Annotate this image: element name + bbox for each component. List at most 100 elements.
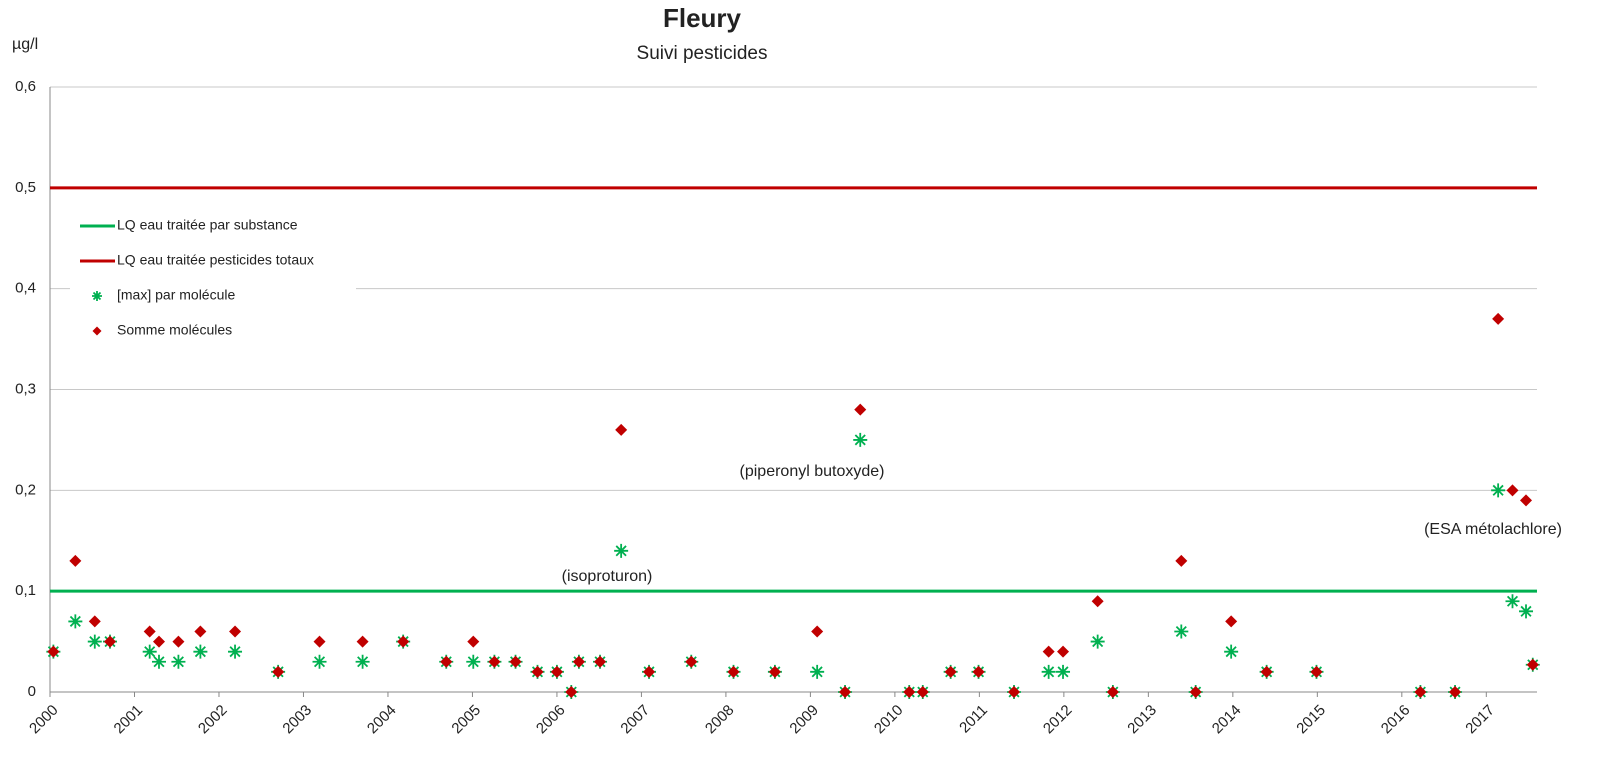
chart-subtitle: Suivi pesticides bbox=[637, 43, 768, 64]
point bbox=[68, 614, 83, 629]
point bbox=[1414, 686, 1427, 698]
y-tick-label: 0,1 bbox=[15, 582, 36, 599]
point bbox=[142, 644, 157, 659]
point bbox=[727, 665, 740, 678]
x-tick-label: 2016 bbox=[1378, 702, 1414, 738]
y-tick-label: 0,2 bbox=[15, 481, 36, 498]
point bbox=[356, 635, 369, 648]
x-tick-label: 2012 bbox=[1040, 702, 1076, 738]
x-tick-label: 2001 bbox=[111, 702, 147, 738]
legend-marker bbox=[92, 326, 102, 336]
point bbox=[1520, 494, 1533, 507]
x-tick-label: 2003 bbox=[279, 702, 315, 738]
y-tick-label: 0,5 bbox=[15, 179, 36, 196]
point bbox=[614, 543, 629, 558]
legend-label: [max] par molécule bbox=[117, 287, 235, 303]
point bbox=[88, 615, 101, 628]
point bbox=[903, 686, 916, 698]
point bbox=[509, 655, 522, 668]
x-tick-label: 2013 bbox=[1124, 702, 1160, 738]
point bbox=[1174, 624, 1189, 639]
point bbox=[1491, 483, 1506, 498]
point bbox=[1175, 554, 1188, 567]
point bbox=[194, 625, 207, 638]
x-tick-label: 2014 bbox=[1209, 702, 1245, 738]
point bbox=[972, 665, 985, 678]
y-tick-label: 0,4 bbox=[15, 280, 36, 297]
x-tick-label: 2015 bbox=[1293, 702, 1329, 738]
point bbox=[1526, 658, 1539, 671]
point bbox=[466, 654, 481, 669]
legend-item bbox=[92, 326, 102, 336]
point bbox=[550, 665, 563, 678]
point bbox=[229, 625, 242, 638]
point bbox=[853, 432, 868, 447]
point bbox=[47, 645, 60, 658]
point bbox=[1225, 615, 1238, 628]
y-tick-label: 0,3 bbox=[15, 380, 36, 397]
point bbox=[1260, 665, 1273, 678]
point bbox=[685, 655, 698, 668]
point bbox=[1449, 686, 1462, 698]
point bbox=[143, 625, 156, 638]
point bbox=[172, 635, 185, 648]
point bbox=[1008, 686, 1021, 698]
point bbox=[1519, 604, 1534, 619]
point bbox=[1506, 484, 1519, 497]
point bbox=[1310, 665, 1323, 678]
point bbox=[1041, 664, 1056, 679]
point bbox=[488, 655, 501, 668]
point bbox=[103, 635, 116, 648]
point bbox=[1090, 634, 1105, 649]
x-tick-label: 2011 bbox=[956, 702, 991, 737]
point bbox=[572, 655, 585, 668]
point bbox=[355, 654, 370, 669]
point bbox=[87, 634, 102, 649]
point bbox=[69, 554, 82, 567]
point bbox=[839, 686, 852, 698]
chart-title: Fleury bbox=[663, 3, 742, 33]
y-axis-label: µg/l bbox=[12, 36, 38, 53]
point bbox=[152, 635, 165, 648]
point bbox=[313, 635, 326, 648]
point bbox=[811, 625, 824, 638]
point bbox=[467, 635, 480, 648]
point bbox=[171, 654, 186, 669]
legend-label: Somme molécules bbox=[117, 322, 232, 338]
point bbox=[944, 665, 957, 678]
x-tick-label: 2017 bbox=[1462, 702, 1498, 738]
point bbox=[228, 644, 243, 659]
point bbox=[1106, 686, 1119, 698]
x-tick-label: 2008 bbox=[702, 702, 738, 738]
point bbox=[531, 665, 544, 678]
point bbox=[854, 403, 867, 416]
point bbox=[440, 655, 453, 668]
point bbox=[312, 654, 327, 669]
point bbox=[1091, 595, 1104, 608]
point bbox=[193, 644, 208, 659]
point bbox=[565, 686, 578, 698]
point bbox=[594, 655, 607, 668]
point bbox=[151, 654, 166, 669]
x-tick-label: 2010 bbox=[871, 702, 907, 738]
point bbox=[810, 664, 825, 679]
point bbox=[1056, 664, 1071, 679]
point bbox=[272, 665, 285, 678]
point bbox=[916, 686, 929, 698]
point bbox=[1189, 686, 1202, 698]
legend-marker bbox=[92, 291, 102, 301]
point bbox=[1505, 594, 1520, 609]
point bbox=[397, 635, 410, 648]
point bbox=[768, 665, 781, 678]
x-tick-label: 2006 bbox=[533, 702, 569, 738]
point bbox=[1042, 645, 1055, 658]
annotation: (ESA métolachlore) bbox=[1424, 521, 1562, 538]
x-tick-label: 2004 bbox=[364, 702, 400, 738]
legend-item bbox=[92, 291, 102, 301]
point bbox=[1224, 644, 1239, 659]
x-tick-label: 2005 bbox=[448, 702, 484, 738]
x-tick-label: 2002 bbox=[195, 702, 231, 738]
legend-box bbox=[70, 206, 356, 352]
point bbox=[643, 665, 656, 678]
